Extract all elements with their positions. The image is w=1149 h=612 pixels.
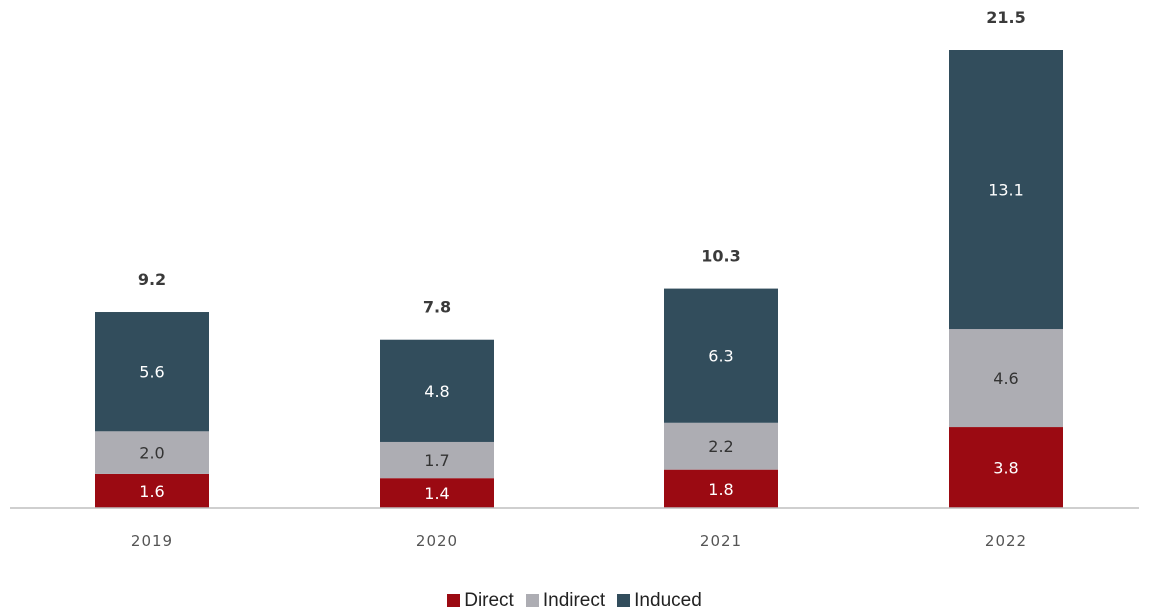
total-label-2019: 9.2 (138, 270, 166, 289)
bar-segments (95, 50, 1063, 508)
legend-label-direct: Direct (464, 590, 514, 611)
bar-indirect-2021 (664, 422, 778, 470)
legend-swatch-direct (447, 594, 461, 607)
bar-direct-2019 (95, 473, 209, 508)
total-label-2021: 10.3 (701, 247, 740, 266)
value-label-induced-2022: 13.1 (988, 181, 1024, 200)
legend-swatch-induced (617, 594, 631, 607)
stacked-bar-chart: 1.6 2.0 5.6 1.4 1.7 4.8 1.8 2.2 6.3 3.8 4.6 13.1 9.… (10, 8, 1139, 550)
total-value-labels: 9.2 7.8 10.3 21.5 (138, 8, 1026, 317)
legend-label-indirect: Indirect (542, 590, 606, 611)
x-tick-2020: 2020 (416, 532, 458, 550)
legend: Direct Indirect Induced (0, 590, 1149, 612)
legend-label-induced: Induced (634, 590, 702, 611)
x-tick-labels: 2019 2020 2021 2022 (131, 532, 1027, 550)
bar-indirect-2019 (95, 431, 209, 474)
value-label-induced-2019: 5.6 (139, 363, 164, 382)
bar-induced-2020 (380, 339, 494, 442)
bar-indirect-2022 (949, 329, 1063, 428)
x-tick-2019: 2019 (131, 532, 173, 550)
bar-direct-2020 (380, 478, 494, 508)
value-label-induced-2020: 4.8 (424, 382, 449, 401)
segment-value-labels: 1.6 2.0 5.6 1.4 1.7 4.8 1.8 2.2 6.3 3.8 4.6 13.1 (139, 181, 1024, 504)
value-label-indirect-2021: 2.2 (708, 437, 733, 456)
value-label-indirect-2019: 2.0 (139, 444, 164, 463)
value-label-direct-2022: 3.8 (993, 459, 1018, 478)
total-label-2022: 21.5 (986, 8, 1025, 27)
total-label-2020: 7.8 (423, 298, 451, 317)
value-label-indirect-2020: 1.7 (424, 451, 449, 470)
value-label-induced-2021: 6.3 (708, 347, 733, 366)
bar-induced-2019 (95, 312, 209, 432)
legend-item-direct: Direct (447, 590, 514, 612)
bar-induced-2022 (949, 50, 1063, 330)
bar-direct-2021 (664, 469, 778, 508)
value-label-indirect-2022: 4.6 (993, 369, 1018, 388)
bar-induced-2021 (664, 288, 778, 423)
legend-swatch-indirect (525, 594, 539, 607)
bar-direct-2022 (949, 427, 1063, 508)
legend-item-indirect: Indirect (525, 590, 606, 612)
x-tick-2022: 2022 (985, 532, 1027, 550)
legend-item-induced: Induced (617, 590, 702, 612)
value-label-direct-2019: 1.6 (139, 482, 164, 501)
value-label-direct-2020: 1.4 (424, 484, 449, 503)
x-tick-2021: 2021 (700, 532, 742, 550)
value-label-direct-2021: 1.8 (708, 480, 733, 499)
bar-indirect-2020 (380, 441, 494, 479)
